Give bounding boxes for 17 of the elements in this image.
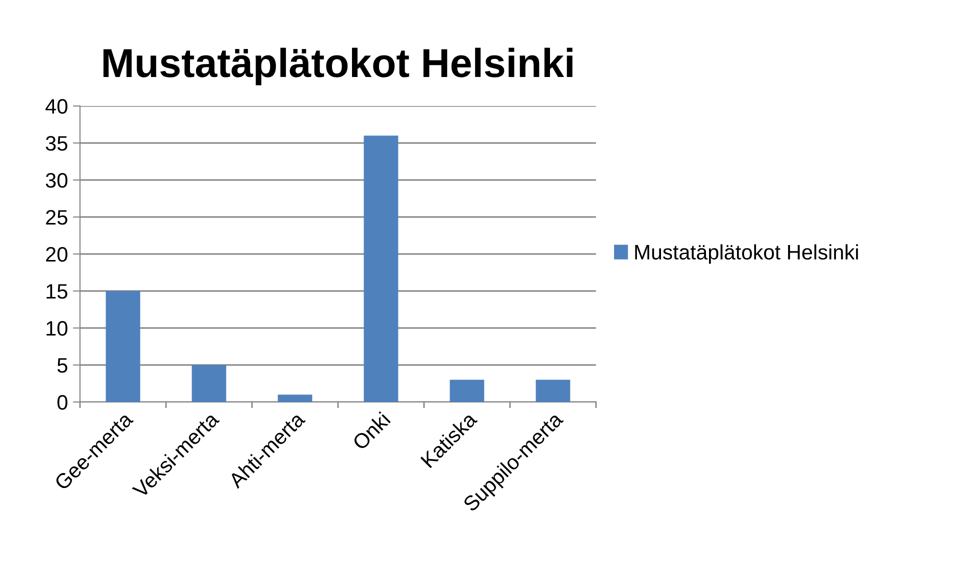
- y-tick-label: 25: [46, 210, 68, 225]
- y-tick-label: 10: [46, 321, 68, 336]
- y-tick-label: 0: [57, 395, 68, 410]
- legend-label: Mustatäplätokot Helsinki: [635, 244, 858, 264]
- y-tick-label: 20: [46, 247, 68, 262]
- y-tick-label: 5: [57, 358, 68, 373]
- y-tick-label: 30: [46, 173, 68, 188]
- y-tick-label: 40: [46, 99, 68, 114]
- bar: [450, 380, 484, 402]
- bar: [364, 136, 398, 402]
- bar: [192, 365, 226, 402]
- bar: [106, 291, 140, 402]
- bar: [278, 394, 312, 402]
- chart-title: Mustatäplätokot Helsinki: [103, 48, 572, 86]
- y-tick-label: 15: [46, 284, 68, 299]
- bar: [536, 380, 570, 402]
- y-tick-label: 35: [46, 136, 68, 151]
